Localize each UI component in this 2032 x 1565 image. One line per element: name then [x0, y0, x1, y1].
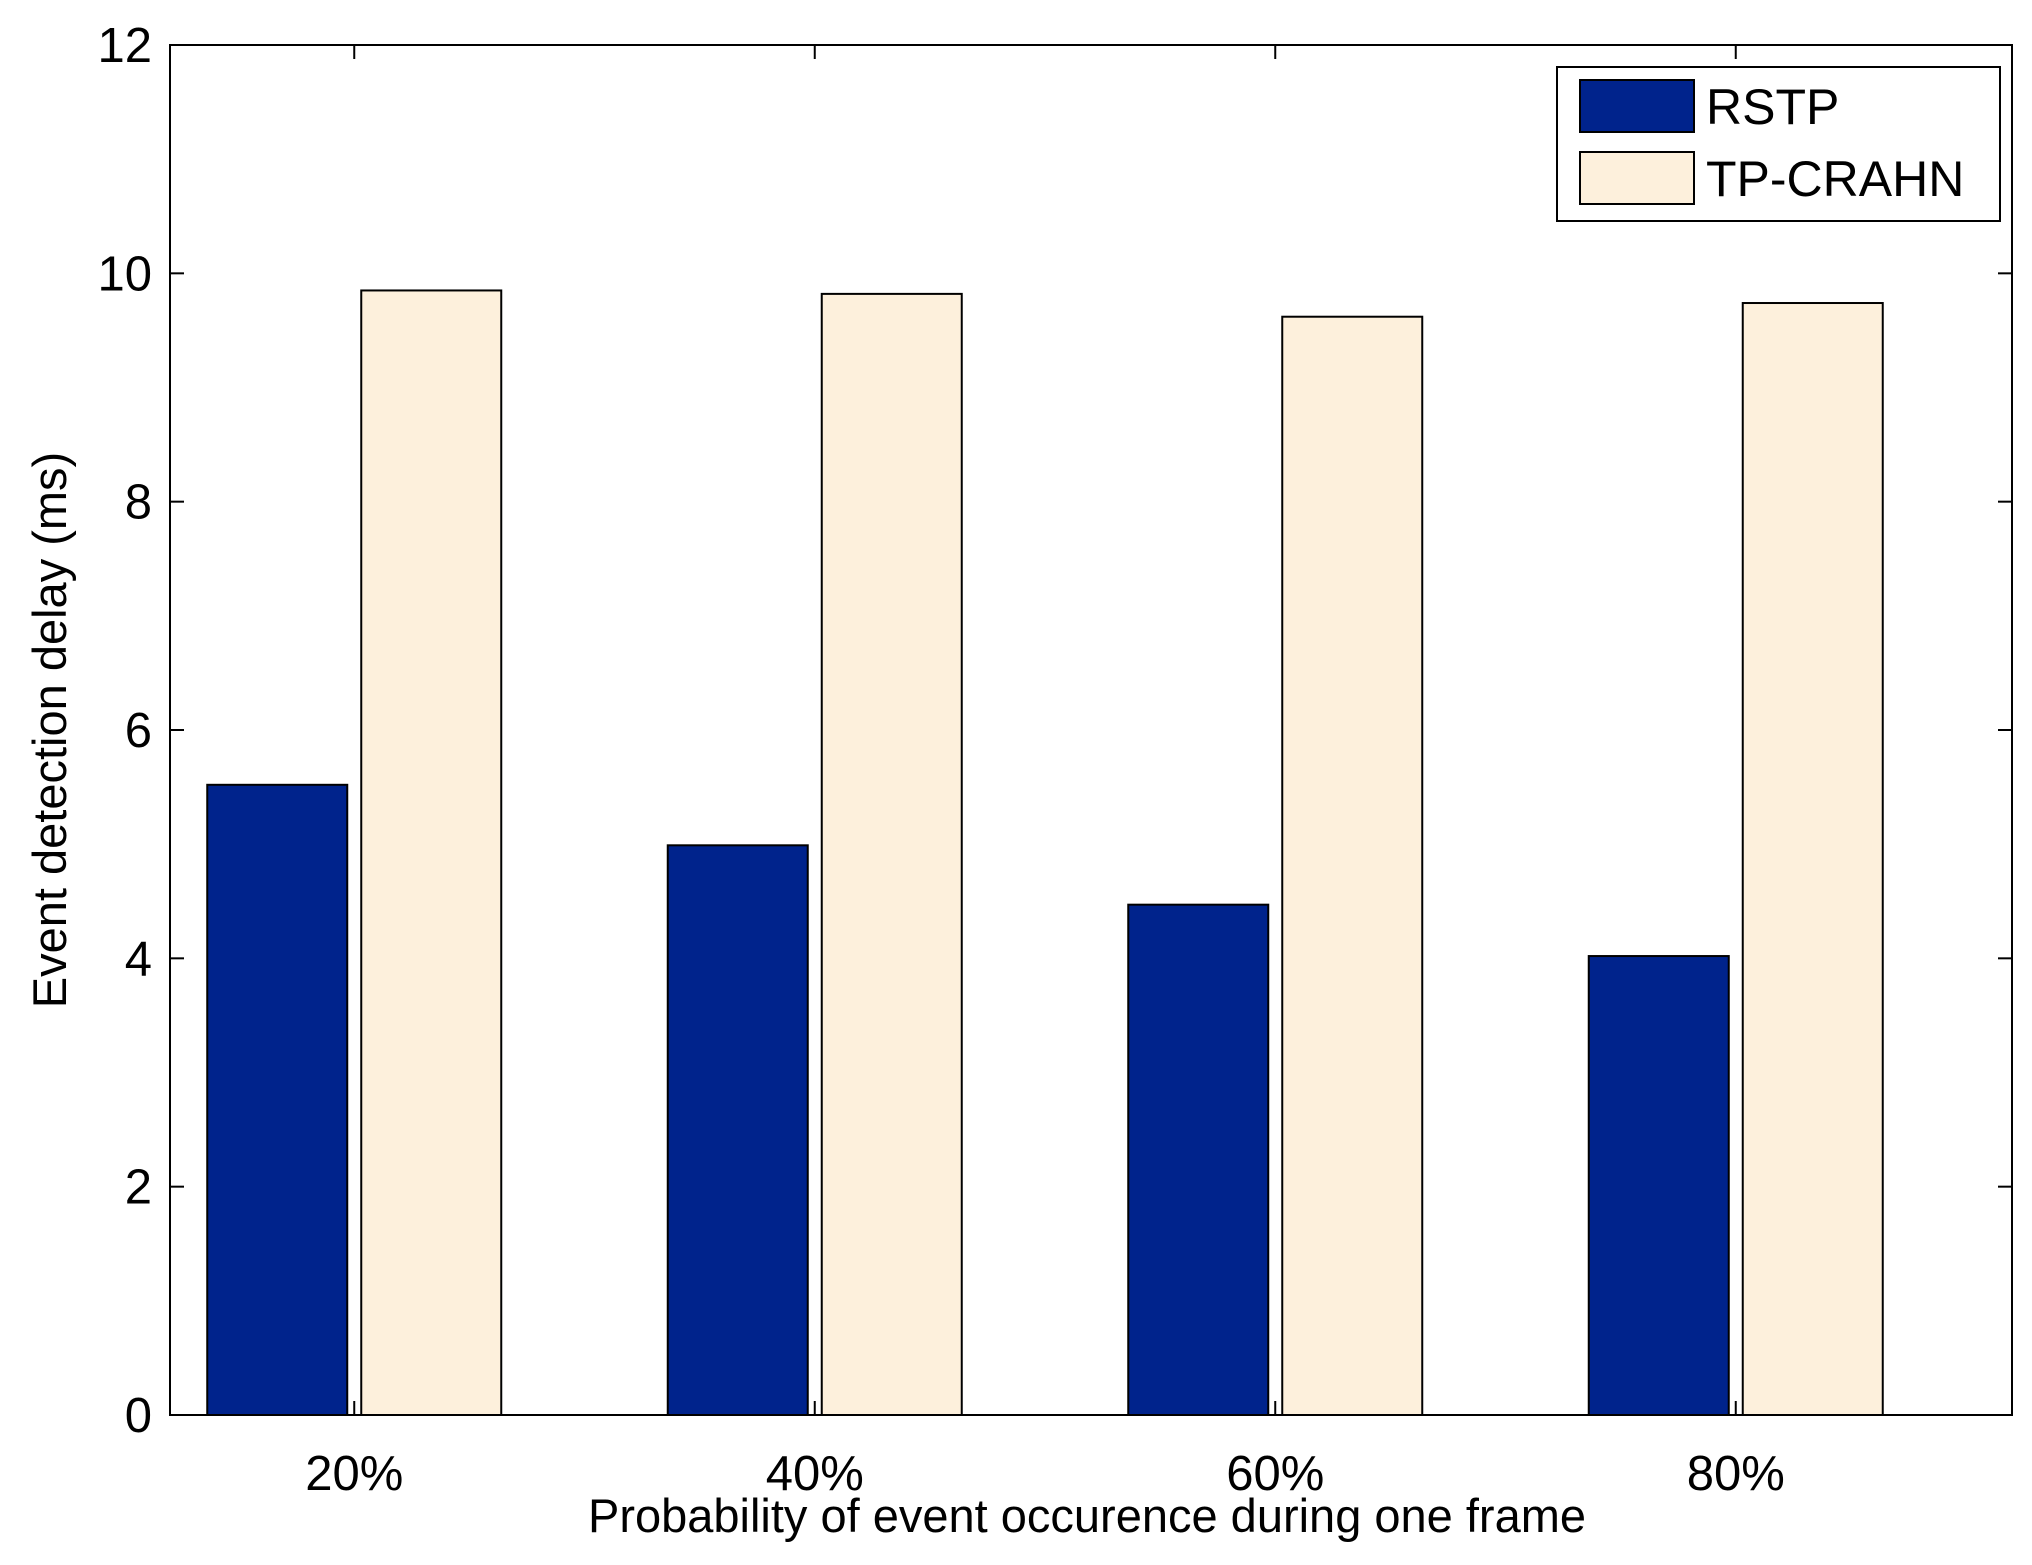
axis-ticks-layer — [170, 44, 2012, 1416]
y-axis-label: Event detection delay (ms) — [23, 452, 76, 1008]
y-tick-label: 2 — [125, 1161, 152, 1215]
bar-tp-crahn-0 — [360, 289, 503, 1416]
x-tick-label: 60% — [1226, 1447, 1324, 1501]
y-tick-label: 4 — [125, 932, 152, 986]
legend-label: TP-CRAHN — [1706, 151, 1964, 207]
bar-rstp-2 — [1127, 903, 1270, 1416]
bar-tp-crahn-1 — [820, 292, 963, 1417]
bar-rstp-0 — [206, 783, 349, 1416]
bars-layer — [206, 289, 1884, 1417]
y-tick-label: 10 — [97, 247, 152, 301]
x-tick-labels: 20% 40% 60% 80% — [305, 1447, 1785, 1501]
y-tick-labels: 0 2 4 6 8 10 12 — [97, 19, 152, 1443]
x-tick-label: 20% — [305, 1447, 403, 1501]
x-tick-label: 40% — [766, 1447, 864, 1501]
legend-label: RSTP — [1706, 79, 1839, 135]
legend-items: RSTP TP-CRAHN — [1579, 79, 1964, 207]
legend-swatch-rstp — [1579, 79, 1695, 133]
y-tick-label: 0 — [125, 1389, 152, 1443]
bar-rstp-3 — [1587, 955, 1730, 1416]
bar-tp-crahn-3 — [1741, 302, 1884, 1416]
y-tick-label: 6 — [125, 704, 152, 758]
x-tick-label: 80% — [1687, 1447, 1785, 1501]
bar-rstp-1 — [666, 844, 809, 1416]
y-tick-label: 8 — [125, 476, 152, 530]
bar-tp-crahn-2 — [1281, 315, 1424, 1416]
y-tick-label: 12 — [97, 19, 152, 73]
legend-swatch-tp-crahn — [1579, 151, 1695, 205]
x-axis-label: Probability of event occurence during on… — [588, 1489, 1586, 1542]
legend: RSTP TP-CRAHN — [1556, 66, 2001, 222]
